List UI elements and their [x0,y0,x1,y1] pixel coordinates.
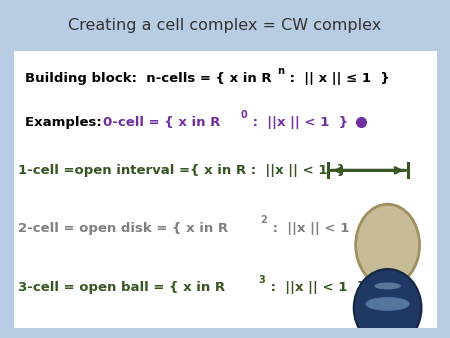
Text: n: n [277,66,284,76]
Text: 0: 0 [240,110,247,120]
Text: 2: 2 [261,215,267,225]
Ellipse shape [354,269,422,338]
Text: Examples:: Examples: [25,116,111,129]
Ellipse shape [356,204,419,286]
Text: :  ||x || < 1  }: : ||x || < 1 } [268,222,369,235]
Ellipse shape [366,297,409,310]
Text: :  ||x || < 1  }: : ||x || < 1 } [248,116,349,129]
Ellipse shape [374,283,401,289]
Text: 3: 3 [259,275,266,285]
Text: :  ||x || < 1  }: : ||x || < 1 } [266,282,366,294]
Text: Creating a cell complex = CW complex: Creating a cell complex = CW complex [68,18,382,33]
Text: Building block:  n-cells = { x in R: Building block: n-cells = { x in R [25,72,271,85]
Text: :  || x || ≤ 1  }: : || x || ≤ 1 } [285,72,390,85]
Text: 2-cell = open disk = { x in R: 2-cell = open disk = { x in R [18,222,228,235]
Text: 1-cell =open interval ={ x in R :  ||x || < 1  }: 1-cell =open interval ={ x in R : ||x ||… [18,164,346,177]
Text: 3-cell = open ball = { x in R: 3-cell = open ball = { x in R [18,282,225,294]
Text: 0-cell = { x in R: 0-cell = { x in R [103,116,220,129]
